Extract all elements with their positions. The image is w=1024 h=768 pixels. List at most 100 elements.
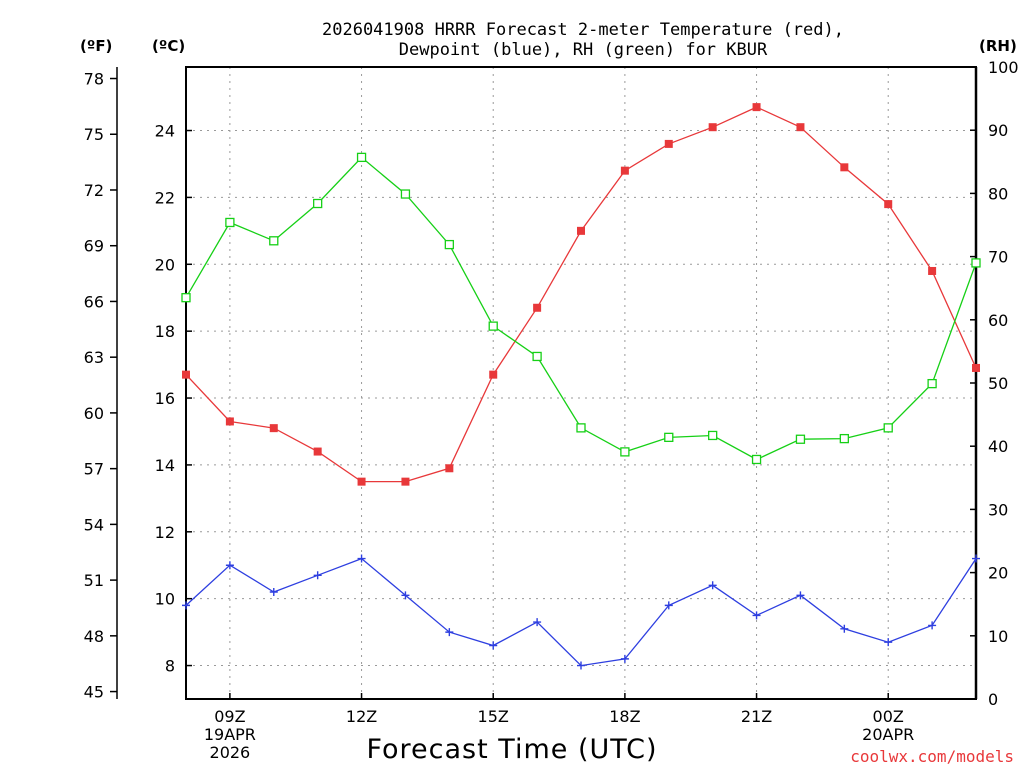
rh-point bbox=[532, 351, 542, 362]
rh-tick-label: 100 bbox=[988, 58, 1019, 77]
series-rh bbox=[181, 152, 981, 465]
dewpoint-point bbox=[752, 611, 761, 620]
chart-title-line2: Dewpoint (blue), RH (green) for KBUR bbox=[399, 40, 768, 60]
dewpoint-point bbox=[269, 587, 278, 596]
plot-frame bbox=[185, 66, 977, 700]
fahrenheit-tick-label: 69 bbox=[84, 237, 104, 256]
fahrenheit-tick-label: 54 bbox=[84, 515, 104, 534]
series-dewpoint bbox=[182, 554, 980, 670]
temperature-point bbox=[577, 226, 585, 235]
x-tick-label: 21Z bbox=[741, 707, 772, 726]
rh-point bbox=[400, 189, 411, 199]
temperature-point bbox=[225, 417, 234, 426]
celsius-tick-label: 12 bbox=[155, 523, 175, 542]
chart-title-line1: 2026041908 HRRR Forecast 2-meter Tempera… bbox=[322, 20, 844, 40]
temperature-point bbox=[972, 363, 980, 372]
credit-text: coolwx.com/models bbox=[850, 747, 1014, 766]
temperature-point bbox=[752, 103, 761, 112]
rh-point bbox=[576, 423, 586, 433]
x-tick-label: 20APR bbox=[862, 725, 914, 744]
fahrenheit-tick-label: 75 bbox=[84, 125, 104, 144]
celsius-tick-label: 8 bbox=[165, 657, 175, 676]
rh-point bbox=[971, 258, 981, 268]
rh-point bbox=[751, 454, 762, 465]
dewpoint-point bbox=[445, 628, 454, 637]
rh-point bbox=[708, 430, 718, 441]
rh-point bbox=[444, 239, 454, 250]
fahrenheit-tick-label: 48 bbox=[84, 627, 104, 646]
fahrenheit-tick-label: 78 bbox=[84, 70, 104, 89]
temperature-point bbox=[620, 166, 629, 175]
rh-tick-label: 0 bbox=[988, 690, 998, 709]
unit-rh: (RH) bbox=[979, 37, 1017, 55]
rh-point bbox=[795, 434, 806, 444]
temperature-point bbox=[182, 370, 190, 379]
fahrenheit-tick-label: 60 bbox=[84, 404, 104, 423]
temperature-point bbox=[884, 200, 893, 209]
celsius-tick-label: 20 bbox=[155, 255, 175, 274]
rh-tick-label: 50 bbox=[988, 374, 1008, 393]
fahrenheit-tick-label: 63 bbox=[84, 348, 104, 367]
rh-point bbox=[488, 321, 498, 331]
x-tick-label: 19APR bbox=[204, 725, 256, 744]
celsius-tick-label: 22 bbox=[155, 188, 175, 207]
dewpoint-point bbox=[884, 638, 893, 647]
temperature-point bbox=[445, 464, 454, 473]
dewpoint-point bbox=[225, 561, 234, 570]
rh-tick-label: 90 bbox=[988, 121, 1008, 140]
dewpoint-point bbox=[664, 601, 673, 610]
x-tick-label: 09Z bbox=[214, 707, 245, 726]
x-tick-label: 18Z bbox=[609, 707, 640, 726]
temperature-point bbox=[796, 123, 805, 132]
dewpoint-point bbox=[577, 661, 585, 670]
temperature-point bbox=[708, 123, 717, 132]
dewpoint-point bbox=[928, 621, 937, 630]
dewpoint-point bbox=[182, 601, 190, 610]
celsius-tick-label: 16 bbox=[155, 389, 175, 408]
temperature-point bbox=[664, 139, 673, 148]
dewpoint-point bbox=[620, 654, 629, 663]
celsius-tick-label: 14 bbox=[155, 456, 175, 475]
dewpoint-point bbox=[708, 581, 717, 590]
unit-celsius: (ºC) bbox=[152, 37, 185, 55]
dewpoint-line bbox=[185, 557, 977, 667]
x-tick-label: 12Z bbox=[346, 707, 377, 726]
series-temperature bbox=[182, 103, 980, 486]
x-tick-label: 15Z bbox=[478, 707, 509, 726]
dewpoint-point bbox=[796, 591, 805, 600]
dewpoint-point bbox=[840, 624, 849, 633]
temperature-point bbox=[533, 303, 542, 312]
rh-point bbox=[883, 423, 893, 433]
celsius-axis: 8 10 12 14 16 18 20 22 24 bbox=[155, 122, 192, 676]
x-tick-label: 2026 bbox=[210, 743, 251, 762]
rh-tick-label: 40 bbox=[988, 437, 1008, 456]
dewpoint-point bbox=[972, 554, 980, 563]
rh-point bbox=[664, 432, 674, 443]
dewpoint-point bbox=[313, 571, 322, 580]
rh-tick-label: 20 bbox=[988, 564, 1008, 583]
temperature-point bbox=[401, 477, 410, 486]
fahrenheit-tick-label: 45 bbox=[84, 683, 104, 702]
rh-point bbox=[927, 378, 937, 389]
temperature-point bbox=[489, 370, 498, 379]
rh-point bbox=[356, 152, 367, 163]
dewpoint-point bbox=[401, 591, 410, 600]
fahrenheit-tick-label: 57 bbox=[84, 460, 104, 479]
grid-lines bbox=[186, 67, 976, 699]
celsius-tick-label: 18 bbox=[155, 322, 175, 341]
series-layer bbox=[181, 103, 981, 670]
x-axis-label: Forecast Time (UTC) bbox=[366, 734, 657, 765]
rh-tick-label: 60 bbox=[988, 311, 1008, 330]
rh-point bbox=[225, 217, 235, 228]
rh-point bbox=[269, 236, 279, 246]
rh-tick-label: 30 bbox=[988, 500, 1008, 519]
fahrenheit-axis: 45 48 51 54 57 60 63 66 69 72 75 78 bbox=[84, 70, 117, 702]
fahrenheit-tick-label: 51 bbox=[84, 571, 104, 590]
rh-point bbox=[313, 198, 323, 209]
fahrenheit-tick-label: 66 bbox=[84, 292, 104, 311]
dewpoint-point bbox=[357, 554, 366, 563]
temperature-point bbox=[313, 447, 322, 456]
rh-tick-label: 70 bbox=[988, 248, 1008, 267]
